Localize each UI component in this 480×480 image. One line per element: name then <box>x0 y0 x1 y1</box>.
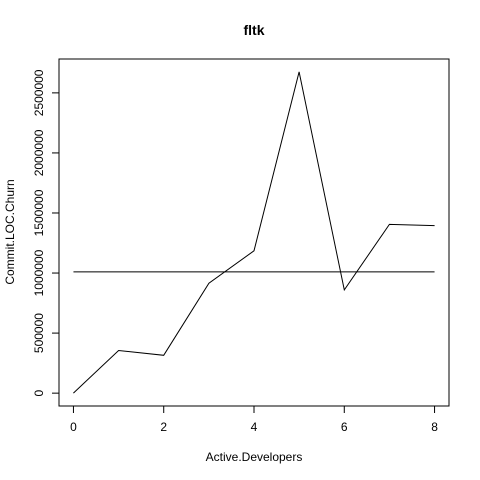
x-tick-label: 6 <box>341 420 348 434</box>
y-axis: 0 500000 1000000 1500000 2000000 2500000 <box>32 69 60 396</box>
series-line <box>73 71 435 394</box>
y-tick-label: 500000 <box>32 313 46 353</box>
y-tick-label: 0 <box>32 389 46 396</box>
y-tick-label: 2000000 <box>32 129 46 176</box>
x-tick-label: 8 <box>431 420 438 434</box>
y-tick-label: 1500000 <box>32 189 46 236</box>
x-axis: 0 2 4 6 8 <box>70 405 438 434</box>
y-axis-label: Commit.LOC.Churn <box>3 179 17 284</box>
y-tick-label: 2500000 <box>32 69 46 116</box>
x-tick-label: 0 <box>70 420 77 434</box>
plot-marks <box>73 71 435 394</box>
chart-title: fltk <box>244 22 265 38</box>
plot-box <box>58 58 450 407</box>
x-tick-label: 4 <box>251 420 258 434</box>
x-tick-label: 2 <box>160 420 167 434</box>
x-axis-label: Active.Developers <box>206 450 303 464</box>
y-tick-label: 1000000 <box>32 249 46 296</box>
